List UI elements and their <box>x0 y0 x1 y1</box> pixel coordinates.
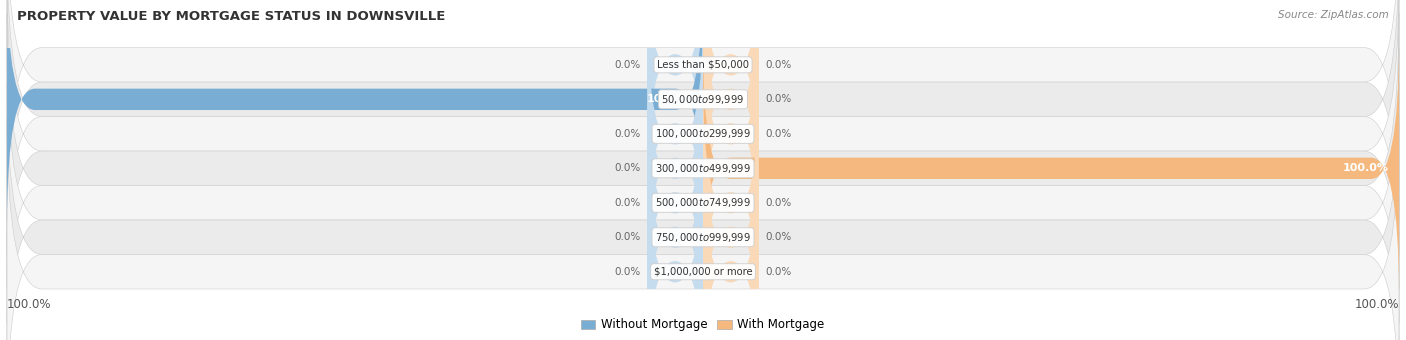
FancyBboxPatch shape <box>647 110 703 340</box>
Text: 100.0%: 100.0% <box>647 94 693 104</box>
Text: Source: ZipAtlas.com: Source: ZipAtlas.com <box>1278 10 1389 20</box>
FancyBboxPatch shape <box>647 6 703 261</box>
FancyBboxPatch shape <box>703 144 759 340</box>
Text: 0.0%: 0.0% <box>766 267 792 277</box>
FancyBboxPatch shape <box>647 41 703 295</box>
FancyBboxPatch shape <box>7 0 1399 220</box>
Text: $50,000 to $99,999: $50,000 to $99,999 <box>661 93 745 106</box>
FancyBboxPatch shape <box>7 0 1399 255</box>
Text: 100.0%: 100.0% <box>1354 298 1399 311</box>
Text: 100.0%: 100.0% <box>1343 163 1389 173</box>
Text: 0.0%: 0.0% <box>766 94 792 104</box>
Text: 0.0%: 0.0% <box>614 198 640 208</box>
Text: 0.0%: 0.0% <box>766 129 792 139</box>
Text: $300,000 to $499,999: $300,000 to $499,999 <box>655 162 751 175</box>
Text: $1,000,000 or more: $1,000,000 or more <box>654 267 752 277</box>
Text: 0.0%: 0.0% <box>614 232 640 242</box>
FancyBboxPatch shape <box>703 0 759 192</box>
Text: Less than $50,000: Less than $50,000 <box>657 60 749 70</box>
FancyBboxPatch shape <box>647 0 703 192</box>
Text: 0.0%: 0.0% <box>766 232 792 242</box>
FancyBboxPatch shape <box>647 75 703 330</box>
Text: 0.0%: 0.0% <box>614 267 640 277</box>
Text: $100,000 to $299,999: $100,000 to $299,999 <box>655 127 751 140</box>
Text: 100.0%: 100.0% <box>7 298 52 311</box>
Text: 0.0%: 0.0% <box>614 60 640 70</box>
FancyBboxPatch shape <box>647 144 703 340</box>
FancyBboxPatch shape <box>7 117 1399 340</box>
Legend: Without Mortgage, With Mortgage: Without Mortgage, With Mortgage <box>576 314 830 336</box>
Text: 0.0%: 0.0% <box>614 163 640 173</box>
Text: $750,000 to $999,999: $750,000 to $999,999 <box>655 231 751 244</box>
FancyBboxPatch shape <box>703 0 759 226</box>
Text: PROPERTY VALUE BY MORTGAGE STATUS IN DOWNSVILLE: PROPERTY VALUE BY MORTGAGE STATUS IN DOW… <box>17 10 446 23</box>
Text: 0.0%: 0.0% <box>766 198 792 208</box>
Text: $500,000 to $749,999: $500,000 to $749,999 <box>655 196 751 209</box>
FancyBboxPatch shape <box>7 82 1399 340</box>
FancyBboxPatch shape <box>7 48 1399 340</box>
Text: 0.0%: 0.0% <box>614 129 640 139</box>
FancyBboxPatch shape <box>7 13 1399 323</box>
FancyBboxPatch shape <box>703 75 759 330</box>
FancyBboxPatch shape <box>7 0 1399 289</box>
FancyBboxPatch shape <box>7 0 703 226</box>
FancyBboxPatch shape <box>703 6 759 261</box>
Text: 0.0%: 0.0% <box>766 60 792 70</box>
FancyBboxPatch shape <box>703 41 1399 295</box>
FancyBboxPatch shape <box>703 110 759 340</box>
